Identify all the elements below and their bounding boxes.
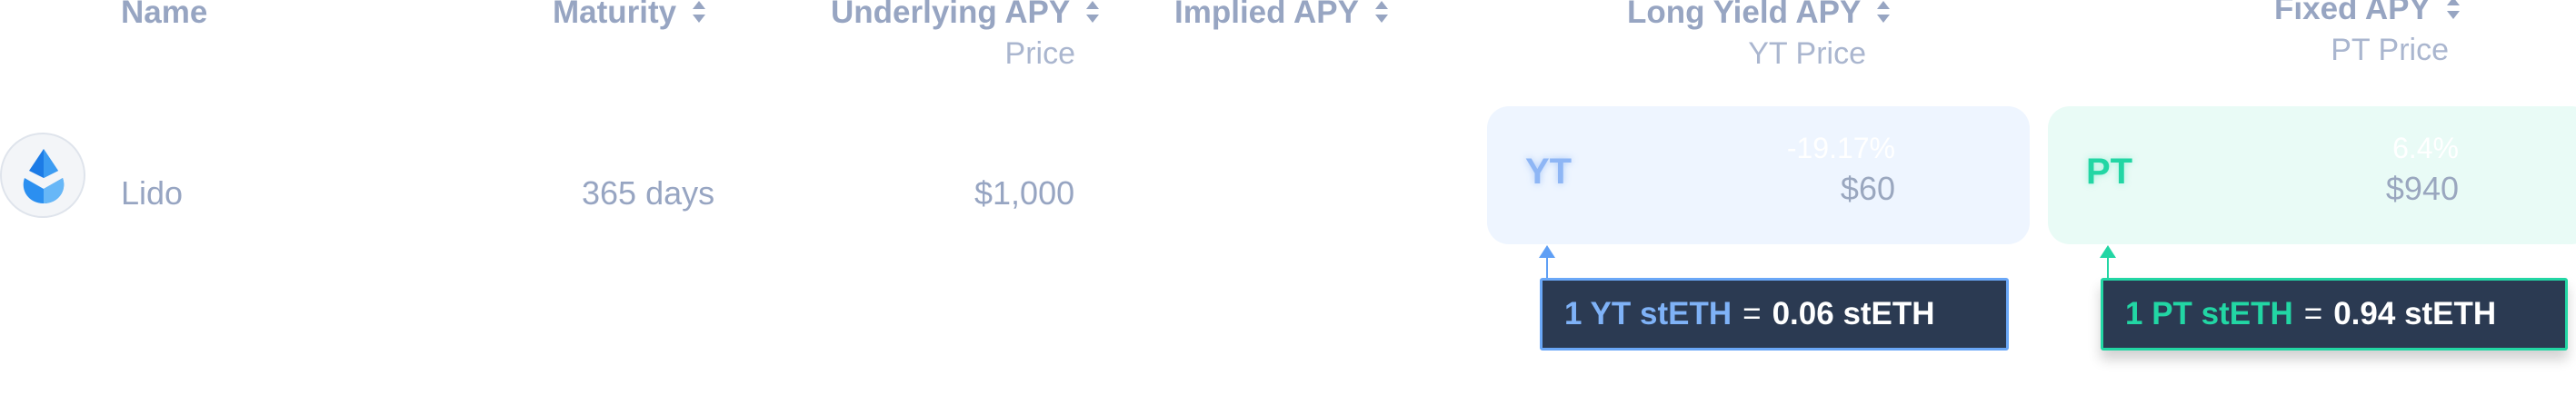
column-header-label: Maturity: [553, 0, 677, 30]
pt-apy: 6.4%: [2392, 132, 2459, 164]
yt-pointer-arrow: [1539, 245, 1555, 291]
tooltip-equals: =: [2303, 296, 2323, 331]
tooltip-rhs: 0.94 stETH: [2333, 296, 2497, 331]
column-header-label: Underlying APY: [831, 0, 1071, 30]
column-header-maturity[interactable]: Maturity: [553, 0, 709, 31]
column-subheader-price: Price: [1004, 36, 1075, 71]
lido-drop-icon: [0, 133, 85, 218]
tooltip-rhs: 0.06 stETH: [1772, 296, 1935, 331]
column-header-long-yield-apy[interactable]: Long Yield APY: [1627, 0, 1893, 31]
sort-arrows-icon[interactable]: [1370, 0, 1392, 28]
column-subheader-yt-price: YT Price: [1748, 36, 1866, 71]
tooltip-equals: =: [1742, 296, 1762, 331]
yt-price: $60: [1840, 170, 1895, 207]
column-subheader-pt-price: PT Price: [2331, 33, 2449, 67]
column-header-label: Long Yield APY: [1627, 0, 1862, 30]
pt-pointer-arrow: [2100, 245, 2116, 291]
column-header-name[interactable]: Name: [121, 0, 207, 31]
tooltip-lhs: 1 PT stETH: [2125, 296, 2293, 331]
maturity-value: 365 days: [582, 174, 715, 212]
pt-tag: PT: [2086, 152, 2133, 192]
sort-arrows-icon[interactable]: [1081, 0, 1103, 28]
column-header-underlying-apy[interactable]: Underlying APY: [831, 0, 1103, 31]
column-header-implied-apy[interactable]: Implied APY: [1174, 0, 1392, 31]
column-header-label: Fixed APY: [2274, 0, 2431, 26]
yt-card[interactable]: YT -19.17% $60: [1487, 106, 2030, 244]
pt-price: $940: [2385, 170, 2459, 207]
underlying-price: $1,000: [974, 174, 1075, 212]
yt-tag: YT: [1525, 152, 1573, 192]
yt-conversion-tooltip: 1 YT stETH = 0.06 stETH: [1540, 278, 2009, 351]
tooltip-lhs: 1 YT stETH: [1564, 296, 1732, 331]
column-header-label: Name: [121, 0, 208, 30]
sort-arrows-icon[interactable]: [2441, 0, 2463, 25]
column-header-label: Implied APY: [1174, 0, 1359, 30]
asset-name: Lido: [121, 174, 184, 212]
column-header-fixed-apy[interactable]: Fixed APY: [2274, 0, 2463, 27]
sort-arrows-icon[interactable]: [687, 0, 709, 28]
sort-arrows-icon[interactable]: [1872, 0, 1893, 28]
pt-card[interactable]: PT 6.4% $940: [2048, 106, 2576, 244]
yt-apy: -19.17%: [1786, 132, 1895, 164]
pt-conversion-tooltip: 1 PT stETH = 0.94 stETH: [2101, 278, 2568, 351]
